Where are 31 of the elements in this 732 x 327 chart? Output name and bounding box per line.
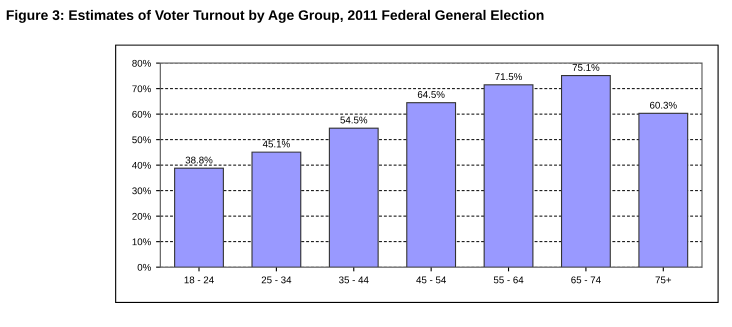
x-tick-label: 25 - 34 xyxy=(262,276,292,284)
x-tick-label: 65 - 74 xyxy=(571,276,601,284)
bar xyxy=(251,152,302,268)
data-label: 64.5% xyxy=(418,91,445,98)
bar xyxy=(174,168,224,268)
x-tick-label: 18 - 24 xyxy=(184,276,214,284)
bar xyxy=(406,102,456,268)
x-tick-label: 45 - 54 xyxy=(416,276,446,284)
y-tick-label: 10% xyxy=(132,238,151,246)
y-tick-label: 80% xyxy=(132,60,151,67)
y-tick-label: 70% xyxy=(132,85,151,92)
x-tick-label: 35 - 44 xyxy=(339,276,369,284)
bar xyxy=(328,128,379,268)
y-tick-label: 50% xyxy=(132,136,151,144)
data-label: 60.3% xyxy=(650,102,677,109)
x-tick-label: 55 - 64 xyxy=(494,276,524,284)
data-label: 45.1% xyxy=(262,140,290,148)
y-tick-label: 40% xyxy=(132,162,151,169)
data-label: 54.5% xyxy=(340,116,368,124)
bar xyxy=(560,75,611,268)
y-tick-label: 60% xyxy=(132,110,151,118)
y-tick-label: 20% xyxy=(132,212,151,220)
chart-title: Figure 3: Estimates of Voter Turnout by Age Group, 2011 Federal General Election xyxy=(6,10,544,23)
y-tick-label: 30% xyxy=(132,187,151,194)
data-label: 71.5% xyxy=(495,73,522,80)
data-label: 75.1% xyxy=(572,64,600,71)
x-tick-label: 75+ xyxy=(656,276,672,284)
bar xyxy=(484,84,534,268)
bar xyxy=(638,112,688,268)
data-label: 38.8% xyxy=(186,156,212,164)
y-tick-label: 0% xyxy=(138,264,151,271)
